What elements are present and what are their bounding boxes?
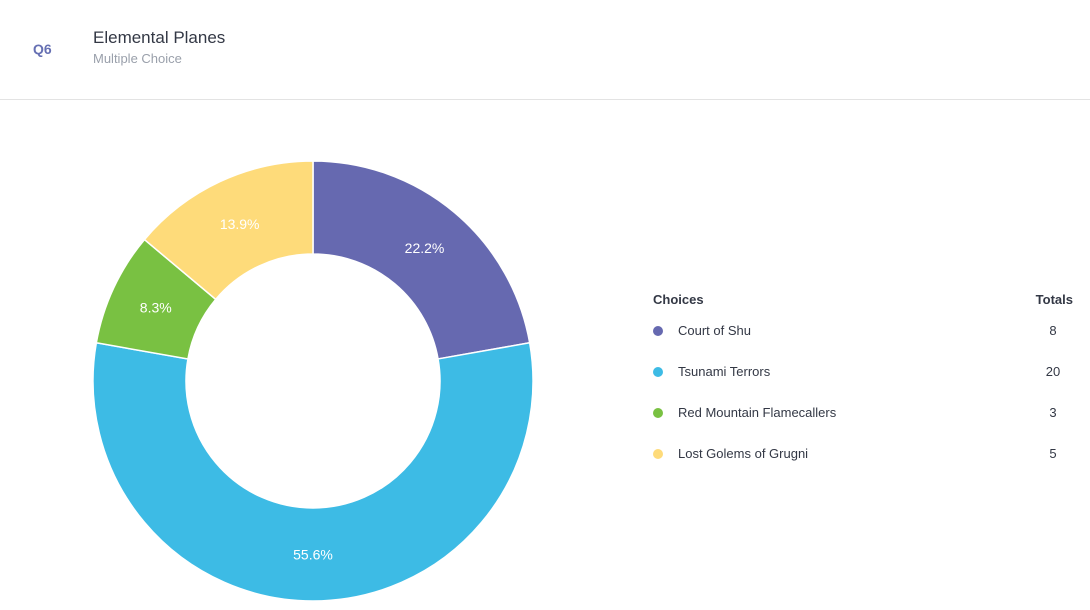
- donut-slice[interactable]: [312, 160, 531, 360]
- donut-slice[interactable]: [143, 160, 314, 301]
- donut-chart: 22.2% 55.6% 8.3% 13.9%: [92, 160, 534, 602]
- legend-choice-label: Court of Shu: [678, 323, 751, 338]
- legend-color-dot: [653, 366, 663, 377]
- question-title: Elemental Planes: [93, 28, 226, 47]
- legend-choice-cell: Court of Shu: [653, 310, 1033, 351]
- legend-choice-cell: Red Mountain Flamecallers: [653, 392, 1033, 433]
- legend-body: Court of Shu 8 Tsunami Terrors 20 Red Mounta…: [653, 310, 1073, 474]
- question-type: Multiple Choice: [93, 51, 182, 66]
- slice-percent-label: 55.6%: [293, 547, 333, 563]
- slice-percent-label: 22.2%: [405, 240, 445, 256]
- choices-header: Choices: [653, 291, 704, 307]
- legend-choice-cell: Tsunami Terrors: [653, 351, 1033, 392]
- legend-total-value: 5: [1049, 446, 1057, 461]
- question-header: Q6 Elemental Planes Multiple Choice: [0, 0, 1090, 100]
- legend-row: Lost Golems of Grugni 5: [653, 433, 1073, 474]
- legend-total-value: 3: [1049, 405, 1057, 420]
- legend-total-value: 8: [1049, 323, 1057, 338]
- legend-choice-label: Tsunami Terrors: [678, 364, 771, 379]
- totals-header: Totals: [1035, 291, 1073, 307]
- legend-row: Tsunami Terrors 20: [653, 351, 1073, 392]
- slice-percent-label: 13.9%: [220, 216, 260, 232]
- legend-header-row: Choices Totals: [653, 288, 1073, 310]
- question-number: Q6: [33, 41, 52, 57]
- legend-color-dot: [653, 448, 663, 459]
- legend-choice-cell: Lost Golems of Grugni: [653, 433, 1033, 474]
- legend-choice-label: Lost Golems of Grugni: [678, 446, 809, 461]
- donut-slice[interactable]: [92, 341, 534, 602]
- legend-row: Red Mountain Flamecallers 3: [653, 392, 1073, 433]
- donut-slices: [92, 160, 534, 602]
- slice-percent-label: 8.3%: [140, 300, 172, 316]
- legend-choice-label: Red Mountain Flamecallers: [678, 405, 837, 420]
- donut-slice-labels: 22.2% 55.6% 8.3% 13.9%: [140, 216, 445, 563]
- legend-color-dot: [653, 325, 663, 336]
- legend-row: Court of Shu 8: [653, 310, 1073, 351]
- legend-total-value: 20: [1045, 364, 1061, 379]
- legend-table: Choices Totals Court of Shu 8 Tsunami Terr…: [653, 288, 1073, 474]
- legend-color-dot: [653, 407, 663, 418]
